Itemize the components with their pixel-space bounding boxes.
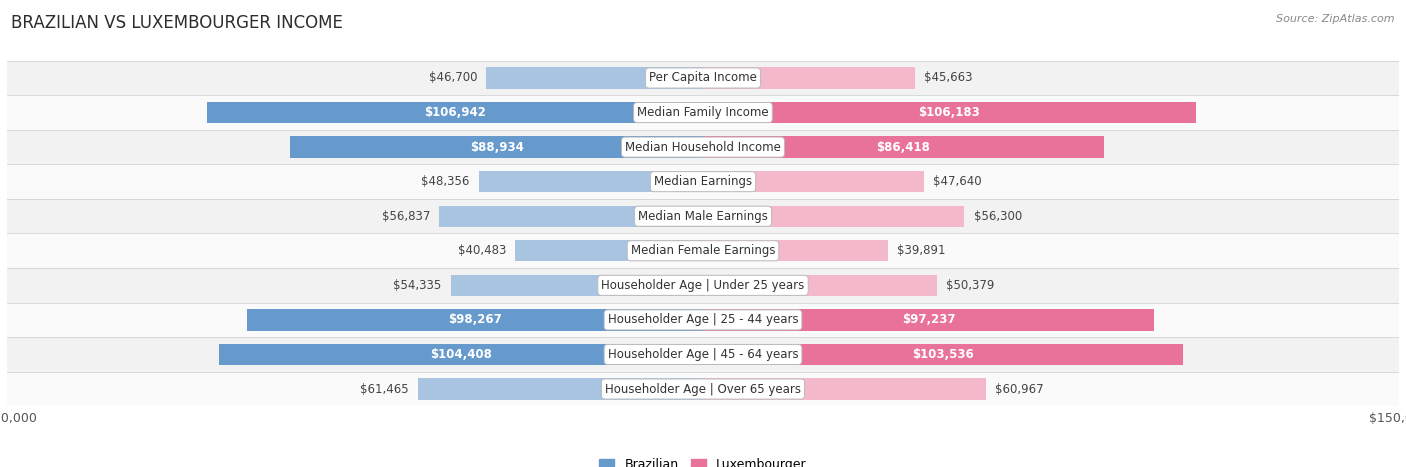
Bar	[7, 303, 1399, 337]
Text: Median Earnings: Median Earnings	[654, 175, 752, 188]
Bar	[7, 95, 1399, 130]
Bar	[703, 275, 936, 296]
Text: $46,700: $46,700	[429, 71, 477, 85]
Bar	[703, 67, 915, 89]
Bar	[247, 309, 703, 331]
Bar	[418, 378, 703, 400]
Bar	[703, 378, 986, 400]
Bar	[218, 344, 703, 365]
Text: $56,837: $56,837	[381, 210, 430, 223]
Text: Householder Age | 25 - 44 years: Householder Age | 25 - 44 years	[607, 313, 799, 326]
Text: $40,483: $40,483	[457, 244, 506, 257]
Text: Source: ZipAtlas.com: Source: ZipAtlas.com	[1277, 14, 1395, 24]
Bar	[7, 337, 1399, 372]
Bar	[7, 130, 1399, 164]
Bar	[7, 268, 1399, 303]
Text: Householder Age | Over 65 years: Householder Age | Over 65 years	[605, 382, 801, 396]
Text: $97,237: $97,237	[901, 313, 955, 326]
Bar	[291, 136, 703, 158]
Text: Median Household Income: Median Household Income	[626, 141, 780, 154]
Text: Median Female Earnings: Median Female Earnings	[631, 244, 775, 257]
Bar	[451, 275, 703, 296]
Bar	[439, 205, 703, 227]
Text: $103,536: $103,536	[912, 348, 974, 361]
Text: $98,267: $98,267	[449, 313, 502, 326]
Text: $88,934: $88,934	[470, 141, 523, 154]
Text: Householder Age | Under 25 years: Householder Age | Under 25 years	[602, 279, 804, 292]
Bar	[7, 372, 1399, 406]
Text: Householder Age | 45 - 64 years: Householder Age | 45 - 64 years	[607, 348, 799, 361]
Text: BRAZILIAN VS LUXEMBOURGER INCOME: BRAZILIAN VS LUXEMBOURGER INCOME	[11, 14, 343, 32]
Bar	[515, 240, 703, 262]
Text: $48,356: $48,356	[420, 175, 470, 188]
Bar	[7, 61, 1399, 95]
Text: $56,300: $56,300	[973, 210, 1022, 223]
Text: $45,663: $45,663	[924, 71, 973, 85]
Bar	[478, 171, 703, 192]
Text: $106,942: $106,942	[425, 106, 486, 119]
Bar	[7, 199, 1399, 234]
Bar	[703, 309, 1154, 331]
Bar	[7, 234, 1399, 268]
Bar	[703, 136, 1104, 158]
Bar	[703, 171, 924, 192]
Text: $47,640: $47,640	[934, 175, 981, 188]
Text: $61,465: $61,465	[360, 382, 409, 396]
Bar	[703, 240, 889, 262]
Text: $104,408: $104,408	[430, 348, 492, 361]
Text: Per Capita Income: Per Capita Income	[650, 71, 756, 85]
Text: $50,379: $50,379	[946, 279, 994, 292]
Text: $60,967: $60,967	[995, 382, 1043, 396]
Text: $86,418: $86,418	[876, 141, 931, 154]
Text: Median Male Earnings: Median Male Earnings	[638, 210, 768, 223]
Bar	[703, 344, 1184, 365]
Text: $54,335: $54,335	[394, 279, 441, 292]
Text: $39,891: $39,891	[897, 244, 946, 257]
Legend: Brazilian, Luxembourger: Brazilian, Luxembourger	[595, 453, 811, 467]
Bar	[207, 102, 703, 123]
Bar	[7, 164, 1399, 199]
Bar	[486, 67, 703, 89]
Bar	[703, 102, 1195, 123]
Bar	[703, 205, 965, 227]
Text: $106,183: $106,183	[918, 106, 980, 119]
Text: Median Family Income: Median Family Income	[637, 106, 769, 119]
